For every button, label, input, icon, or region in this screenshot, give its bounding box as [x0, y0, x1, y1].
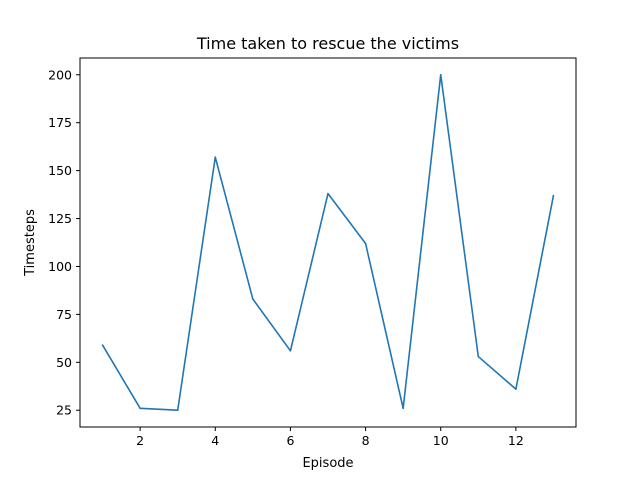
data-point [327, 192, 329, 195]
y-tick-label: 125 [48, 211, 72, 226]
data-point [252, 298, 254, 300]
series-layer [101, 73, 555, 412]
data-point [176, 409, 179, 412]
x-tick-label: 6 [286, 433, 294, 448]
chart-title: Time taken to rescue the victims [196, 34, 459, 53]
series-line [101, 73, 555, 412]
x-tick-label: 8 [362, 433, 370, 448]
y-tick-label: 175 [48, 115, 72, 130]
y-tick-label: 25 [56, 403, 72, 418]
y-tick-label: 50 [56, 355, 72, 370]
data-point [214, 156, 217, 158]
data-point [515, 388, 517, 390]
y-tick-label: 100 [48, 259, 72, 274]
y-tick-label: 75 [56, 307, 72, 322]
x-axis-label: Episode [302, 456, 353, 471]
data-point [101, 344, 104, 346]
x-tick-label: 4 [211, 433, 219, 448]
data-point [439, 73, 442, 76]
data-point [402, 407, 404, 410]
x-tick-label: 10 [433, 433, 449, 448]
y-tick-label: 200 [48, 67, 72, 82]
y-axis-label: Timesteps [23, 209, 38, 277]
data-point [289, 350, 292, 352]
x-tick-label: 2 [136, 433, 144, 448]
y-axis: 25 50 75 100 125 150 175 200 [48, 67, 80, 418]
y-tick-label: 150 [48, 163, 72, 178]
data-point [364, 242, 367, 245]
data-point [552, 194, 555, 197]
data-point [139, 407, 141, 410]
plot-area-frame [79, 57, 577, 428]
x-tick-label: 12 [508, 433, 524, 448]
x-axis: 2 4 6 8 10 12 [136, 427, 524, 448]
data-point [477, 355, 480, 358]
